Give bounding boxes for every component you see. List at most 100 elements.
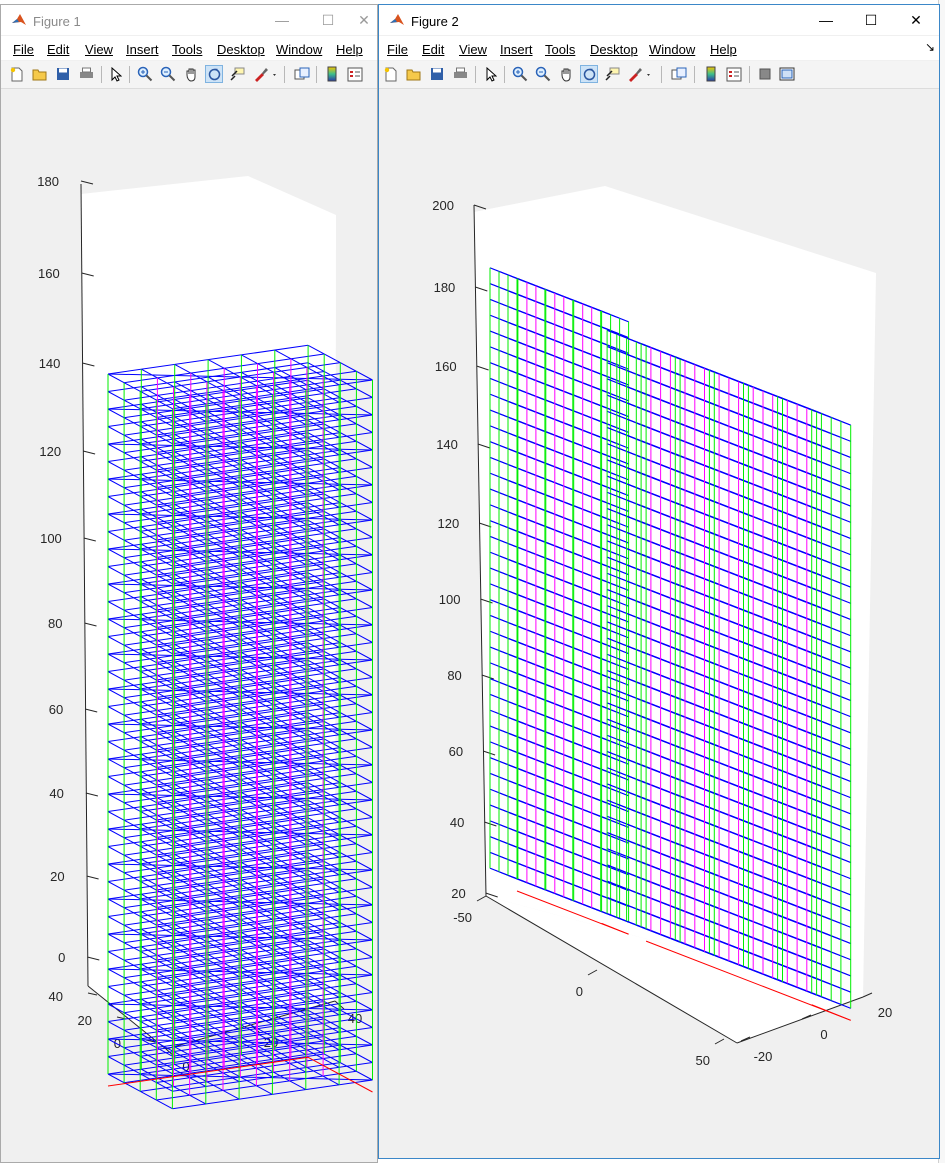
tick-mark: [85, 708, 98, 713]
figure-1-axes[interactable]: 180 160 140 120 100 80 60 40 20 0 40 20 0 0 20 40: [1, 89, 379, 1164]
tick-label: 120: [437, 516, 459, 531]
brush-icon[interactable]: [253, 65, 279, 83]
menu-tools[interactable]: Tools: [545, 42, 576, 57]
toolbar-separator: [475, 66, 476, 83]
tick-label: 40: [49, 786, 63, 801]
tick-label: 100: [40, 531, 62, 546]
menu-edit[interactable]: Edit: [47, 42, 70, 57]
toolbar-separator: [316, 66, 317, 83]
brush-icon[interactable]: [627, 65, 653, 83]
tick-mark: [475, 286, 488, 292]
tick-label: 20: [878, 1005, 892, 1020]
menu-file[interactable]: File: [13, 42, 34, 57]
zoom-out-icon[interactable]: [159, 65, 177, 83]
zoom-in-icon[interactable]: [511, 65, 529, 83]
menu-window[interactable]: Window: [276, 42, 323, 57]
link-plot-icon[interactable]: [293, 65, 311, 83]
edit-plot-arrow-icon[interactable]: [107, 65, 125, 83]
figure-toolbar: [1, 61, 377, 89]
structural-frame-model: [489, 267, 852, 1021]
figure-2-window[interactable]: Figure 2 — ☐ ✕ File Edit View Insert Too…: [378, 4, 940, 1159]
tick-mark: [482, 750, 496, 756]
figure-2-axes[interactable]: 200 180 160 140 120 100 80 60 40 20 -50 0 50 -20 0 20: [379, 89, 939, 1159]
tick-label: 0: [820, 1027, 827, 1042]
close-icon[interactable]: ✕: [910, 11, 922, 28]
new-figure-icon[interactable]: [8, 65, 26, 83]
print-icon[interactable]: [77, 65, 95, 83]
menu-tools[interactable]: Tools: [172, 42, 203, 57]
tick-label: 140: [39, 356, 61, 371]
figure-1-window[interactable]: Figure 1 — ☐ ✕ File Edit View Insert Too…: [0, 4, 378, 1163]
rotate-3d-icon[interactable]: [205, 65, 223, 83]
menu-window[interactable]: Window: [649, 42, 696, 57]
tick-label: 20: [451, 886, 465, 901]
title-bar[interactable]: Figure 2 — ☐ ✕: [379, 5, 939, 35]
save-icon[interactable]: [54, 65, 72, 83]
edit-plot-arrow-icon[interactable]: [482, 65, 500, 83]
tick-label: 200: [432, 198, 454, 213]
tick-label: 180: [37, 174, 59, 189]
z-axis-line: [473, 204, 487, 897]
minimize-icon[interactable]: —: [819, 12, 833, 28]
legend-icon[interactable]: [346, 65, 364, 83]
toolbar-separator: [284, 66, 285, 83]
new-figure-icon[interactable]: [382, 65, 400, 83]
tick-mark: [87, 956, 100, 961]
legend-icon[interactable]: [725, 65, 743, 83]
dock-arrow-icon[interactable]: ↘: [925, 40, 936, 54]
minimize-icon[interactable]: —: [275, 12, 289, 28]
menu-desktop[interactable]: Desktop: [217, 42, 265, 57]
open-file-icon[interactable]: [31, 65, 49, 83]
maximize-icon[interactable]: ☐: [864, 11, 878, 28]
menu-bar: File Edit View Insert Tools Desktop Wind…: [1, 36, 377, 60]
link-plot-icon[interactable]: [670, 65, 688, 83]
rotate-3d-icon[interactable]: [580, 65, 598, 83]
frame-member: [156, 370, 357, 401]
z-axis-line: [80, 183, 89, 987]
data-cursor-icon[interactable]: [228, 65, 246, 83]
toolbar-separator: [101, 66, 102, 83]
tick-label: 60: [449, 744, 463, 759]
pan-hand-icon[interactable]: [557, 65, 575, 83]
tick-mark: [473, 204, 487, 210]
figure-1-canvas[interactable]: 180 160 140 120 100 80 60 40 20 0 40 20 0 0 20 40: [1, 89, 377, 1162]
title-bar[interactable]: Figure 1 — ☐ ✕: [1, 5, 377, 35]
figure-2-canvas[interactable]: 200 180 160 140 120 100 80 60 40 20 -50 0 50 -20 0 20: [379, 89, 939, 1158]
menu-bar: File Edit View Insert Tools Desktop Wind…: [379, 36, 939, 60]
show-plot-tools-icon[interactable]: [778, 65, 796, 83]
tick-label: -20: [754, 1049, 773, 1064]
menu-desktop[interactable]: Desktop: [590, 42, 638, 57]
menu-help[interactable]: Help: [336, 42, 363, 57]
print-icon[interactable]: [451, 65, 469, 83]
floor-pane: [486, 896, 863, 1043]
figure-toolbar: [379, 61, 939, 89]
tick-mark: [862, 992, 873, 998]
data-cursor-icon[interactable]: [603, 65, 621, 83]
zoom-in-icon[interactable]: [136, 65, 154, 83]
menu-view[interactable]: View: [85, 42, 113, 57]
menu-view[interactable]: View: [459, 42, 487, 57]
frame-member: [811, 1004, 851, 1021]
toolbar-separator: [749, 66, 750, 83]
menu-insert[interactable]: Insert: [500, 42, 533, 57]
hide-plot-tools-icon[interactable]: [756, 65, 774, 83]
colorbar-icon[interactable]: [323, 65, 341, 83]
maximize-icon[interactable]: ☐: [321, 11, 335, 28]
toolbar-separator: [129, 66, 130, 83]
menu-edit[interactable]: Edit: [422, 42, 445, 57]
open-file-icon[interactable]: [405, 65, 423, 83]
save-icon[interactable]: [428, 65, 446, 83]
menu-insert[interactable]: Insert: [126, 42, 159, 57]
menu-help[interactable]: Help: [710, 42, 737, 57]
colorbar-icon[interactable]: [702, 65, 720, 83]
close-icon[interactable]: ✕: [358, 11, 370, 28]
tick-mark: [740, 1036, 751, 1042]
pan-hand-icon[interactable]: [182, 65, 200, 83]
window-title: Figure 1: [33, 14, 81, 29]
tick-label: 0: [182, 1059, 189, 1074]
tick-mark: [714, 1038, 725, 1045]
menu-file[interactable]: File: [387, 42, 408, 57]
zoom-out-icon[interactable]: [534, 65, 552, 83]
structural-frame-model: [107, 344, 373, 1110]
y-axis-line: [87, 985, 167, 1050]
